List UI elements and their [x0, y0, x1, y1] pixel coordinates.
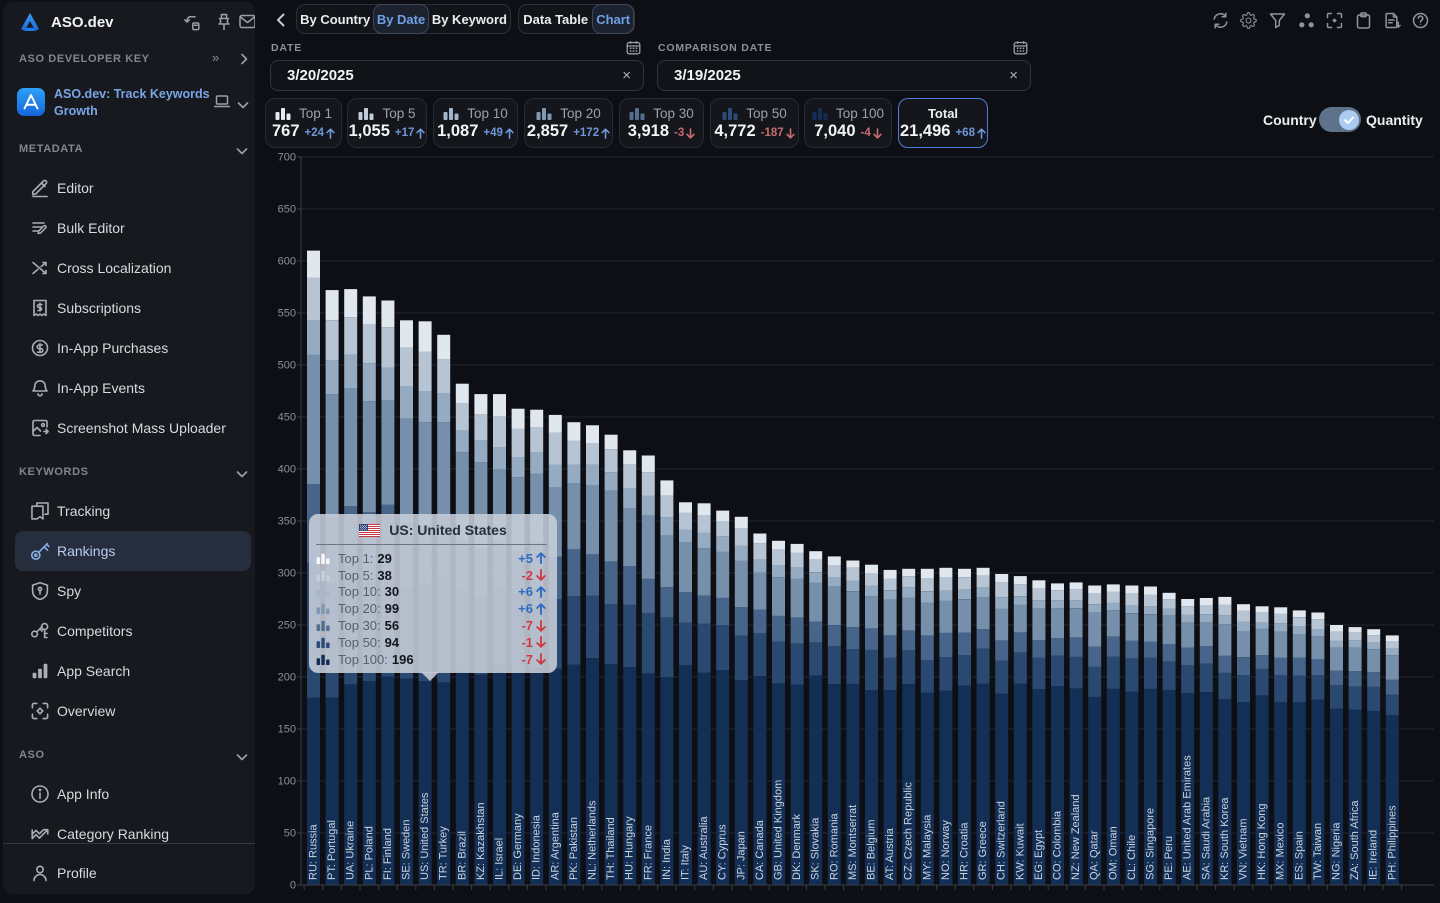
svg-text:150: 150 [278, 724, 296, 736]
svg-text:350: 350 [278, 516, 296, 528]
svg-text:HK: Hong Kong: HK: Hong Kong [1256, 804, 1268, 880]
svg-text:CL: Chile: CL: Chile [1126, 835, 1138, 880]
svg-text:PK: Pakistan: PK: Pakistan [568, 817, 580, 880]
svg-text:CH: Switzerland: CH: Switzerland [996, 801, 1008, 880]
svg-text:650: 650 [278, 204, 296, 216]
svg-text:RO: Romania: RO: Romania [828, 812, 840, 880]
svg-text:IN: India: IN: India [661, 838, 673, 880]
svg-text:ZA: South Africa: ZA: South Africa [1349, 800, 1361, 880]
svg-text:KW: Kuwait: KW: Kuwait [1014, 823, 1026, 880]
svg-text:50: 50 [284, 828, 296, 840]
svg-text:AE: United Arab Emirates: AE: United Arab Emirates [1182, 755, 1194, 880]
svg-text:SK: Slovakia: SK: Slovakia [810, 817, 822, 880]
svg-text:NG: Nigeria: NG: Nigeria [1331, 822, 1343, 880]
svg-text:SE: Sweden: SE: Sweden [401, 819, 413, 880]
svg-text:TH: Thailand: TH: Thailand [605, 817, 617, 880]
svg-text:DK: Denmark: DK: Denmark [791, 813, 803, 880]
svg-text:KR: South Korea: KR: South Korea [1219, 797, 1231, 880]
svg-text:MY: Malaysia: MY: Malaysia [921, 814, 933, 880]
svg-text:0: 0 [290, 880, 296, 892]
svg-text:300: 300 [278, 568, 296, 580]
svg-text:OM: Oman: OM: Oman [1107, 826, 1119, 880]
svg-text:EG: Egypt: EG: Egypt [1033, 830, 1045, 880]
svg-text:500: 500 [278, 360, 296, 372]
svg-text:GB: United Kingdom: GB: United Kingdom [773, 780, 785, 880]
svg-text:TW: Taiwan: TW: Taiwan [1312, 823, 1324, 880]
svg-text:200: 200 [278, 672, 296, 684]
svg-text:TR: Turkey: TR: Turkey [438, 826, 450, 880]
svg-text:HU: Hungary: HU: Hungary [624, 816, 636, 880]
svg-text:GR: Greece: GR: Greece [977, 821, 989, 880]
svg-text:450: 450 [278, 412, 296, 424]
svg-text:SA: Saudi Arabia: SA: Saudi Arabia [1200, 796, 1212, 880]
svg-text:IL: Israel: IL: Israel [494, 838, 506, 880]
svg-text:CY: Cyprus: CY: Cyprus [717, 824, 729, 880]
svg-text:250: 250 [278, 620, 296, 632]
svg-text:CO: Colombia: CO: Colombia [1052, 810, 1064, 880]
svg-text:RU: Russia: RU: Russia [308, 823, 320, 880]
svg-text:KZ: Kazakhstan: KZ: Kazakhstan [475, 802, 487, 880]
svg-text:BR: Brazil: BR: Brazil [456, 831, 468, 880]
svg-text:ID: Indonesia: ID: Indonesia [531, 814, 543, 880]
svg-text:400: 400 [278, 464, 296, 476]
svg-text:600: 600 [278, 256, 296, 268]
svg-text:SG: Singapore: SG: Singapore [1145, 808, 1157, 880]
svg-text:JP: Japan: JP: Japan [735, 831, 747, 880]
svg-text:AT: Austria: AT: Austria [884, 827, 896, 880]
svg-text:VN: Vietnam: VN: Vietnam [1238, 818, 1250, 880]
svg-text:FR: France: FR: France [642, 825, 654, 880]
svg-text:BE: Belgium: BE: Belgium [866, 819, 878, 880]
svg-text:CZ: Czech Republic: CZ: Czech Republic [903, 782, 915, 880]
svg-text:NL: Netherlands: NL: Netherlands [587, 800, 599, 880]
svg-text:700: 700 [278, 152, 296, 164]
svg-text:UA: Ukraine: UA: Ukraine [345, 821, 357, 880]
svg-text:IT: Italy: IT: Italy [680, 845, 692, 880]
svg-text:DE: Germany: DE: Germany [512, 813, 524, 880]
svg-text:FI: Finland: FI: Finland [382, 828, 394, 880]
svg-text:HR: Croatia: HR: Croatia [959, 822, 971, 880]
svg-text:US: United States: US: United States [419, 792, 431, 880]
svg-text:550: 550 [278, 308, 296, 320]
svg-text:CA: Canada: CA: Canada [754, 819, 766, 880]
svg-text:PT: Portugal: PT: Portugal [326, 820, 338, 880]
svg-text:QA: Qatar: QA: Qatar [1089, 830, 1101, 880]
svg-text:AU: Australia: AU: Australia [698, 816, 710, 880]
svg-text:NO: Norway: NO: Norway [940, 820, 952, 880]
svg-text:IE: Ireland: IE: Ireland [1368, 830, 1380, 880]
svg-text:AR: Argentina: AR: Argentina [549, 811, 561, 880]
svg-text:PE: Peru: PE: Peru [1163, 836, 1175, 880]
svg-text:NZ: New Zealand: NZ: New Zealand [1070, 794, 1082, 880]
svg-text:MS: Montserrat: MS: Montserrat [847, 805, 859, 880]
svg-text:PH: Philippines: PH: Philippines [1386, 805, 1398, 880]
svg-text:100: 100 [278, 776, 296, 788]
svg-text:MX: Mexico: MX: Mexico [1275, 823, 1287, 880]
svg-text:ES: Spain: ES: Spain [1293, 831, 1305, 880]
svg-text:PL: Poland: PL: Poland [363, 826, 375, 880]
